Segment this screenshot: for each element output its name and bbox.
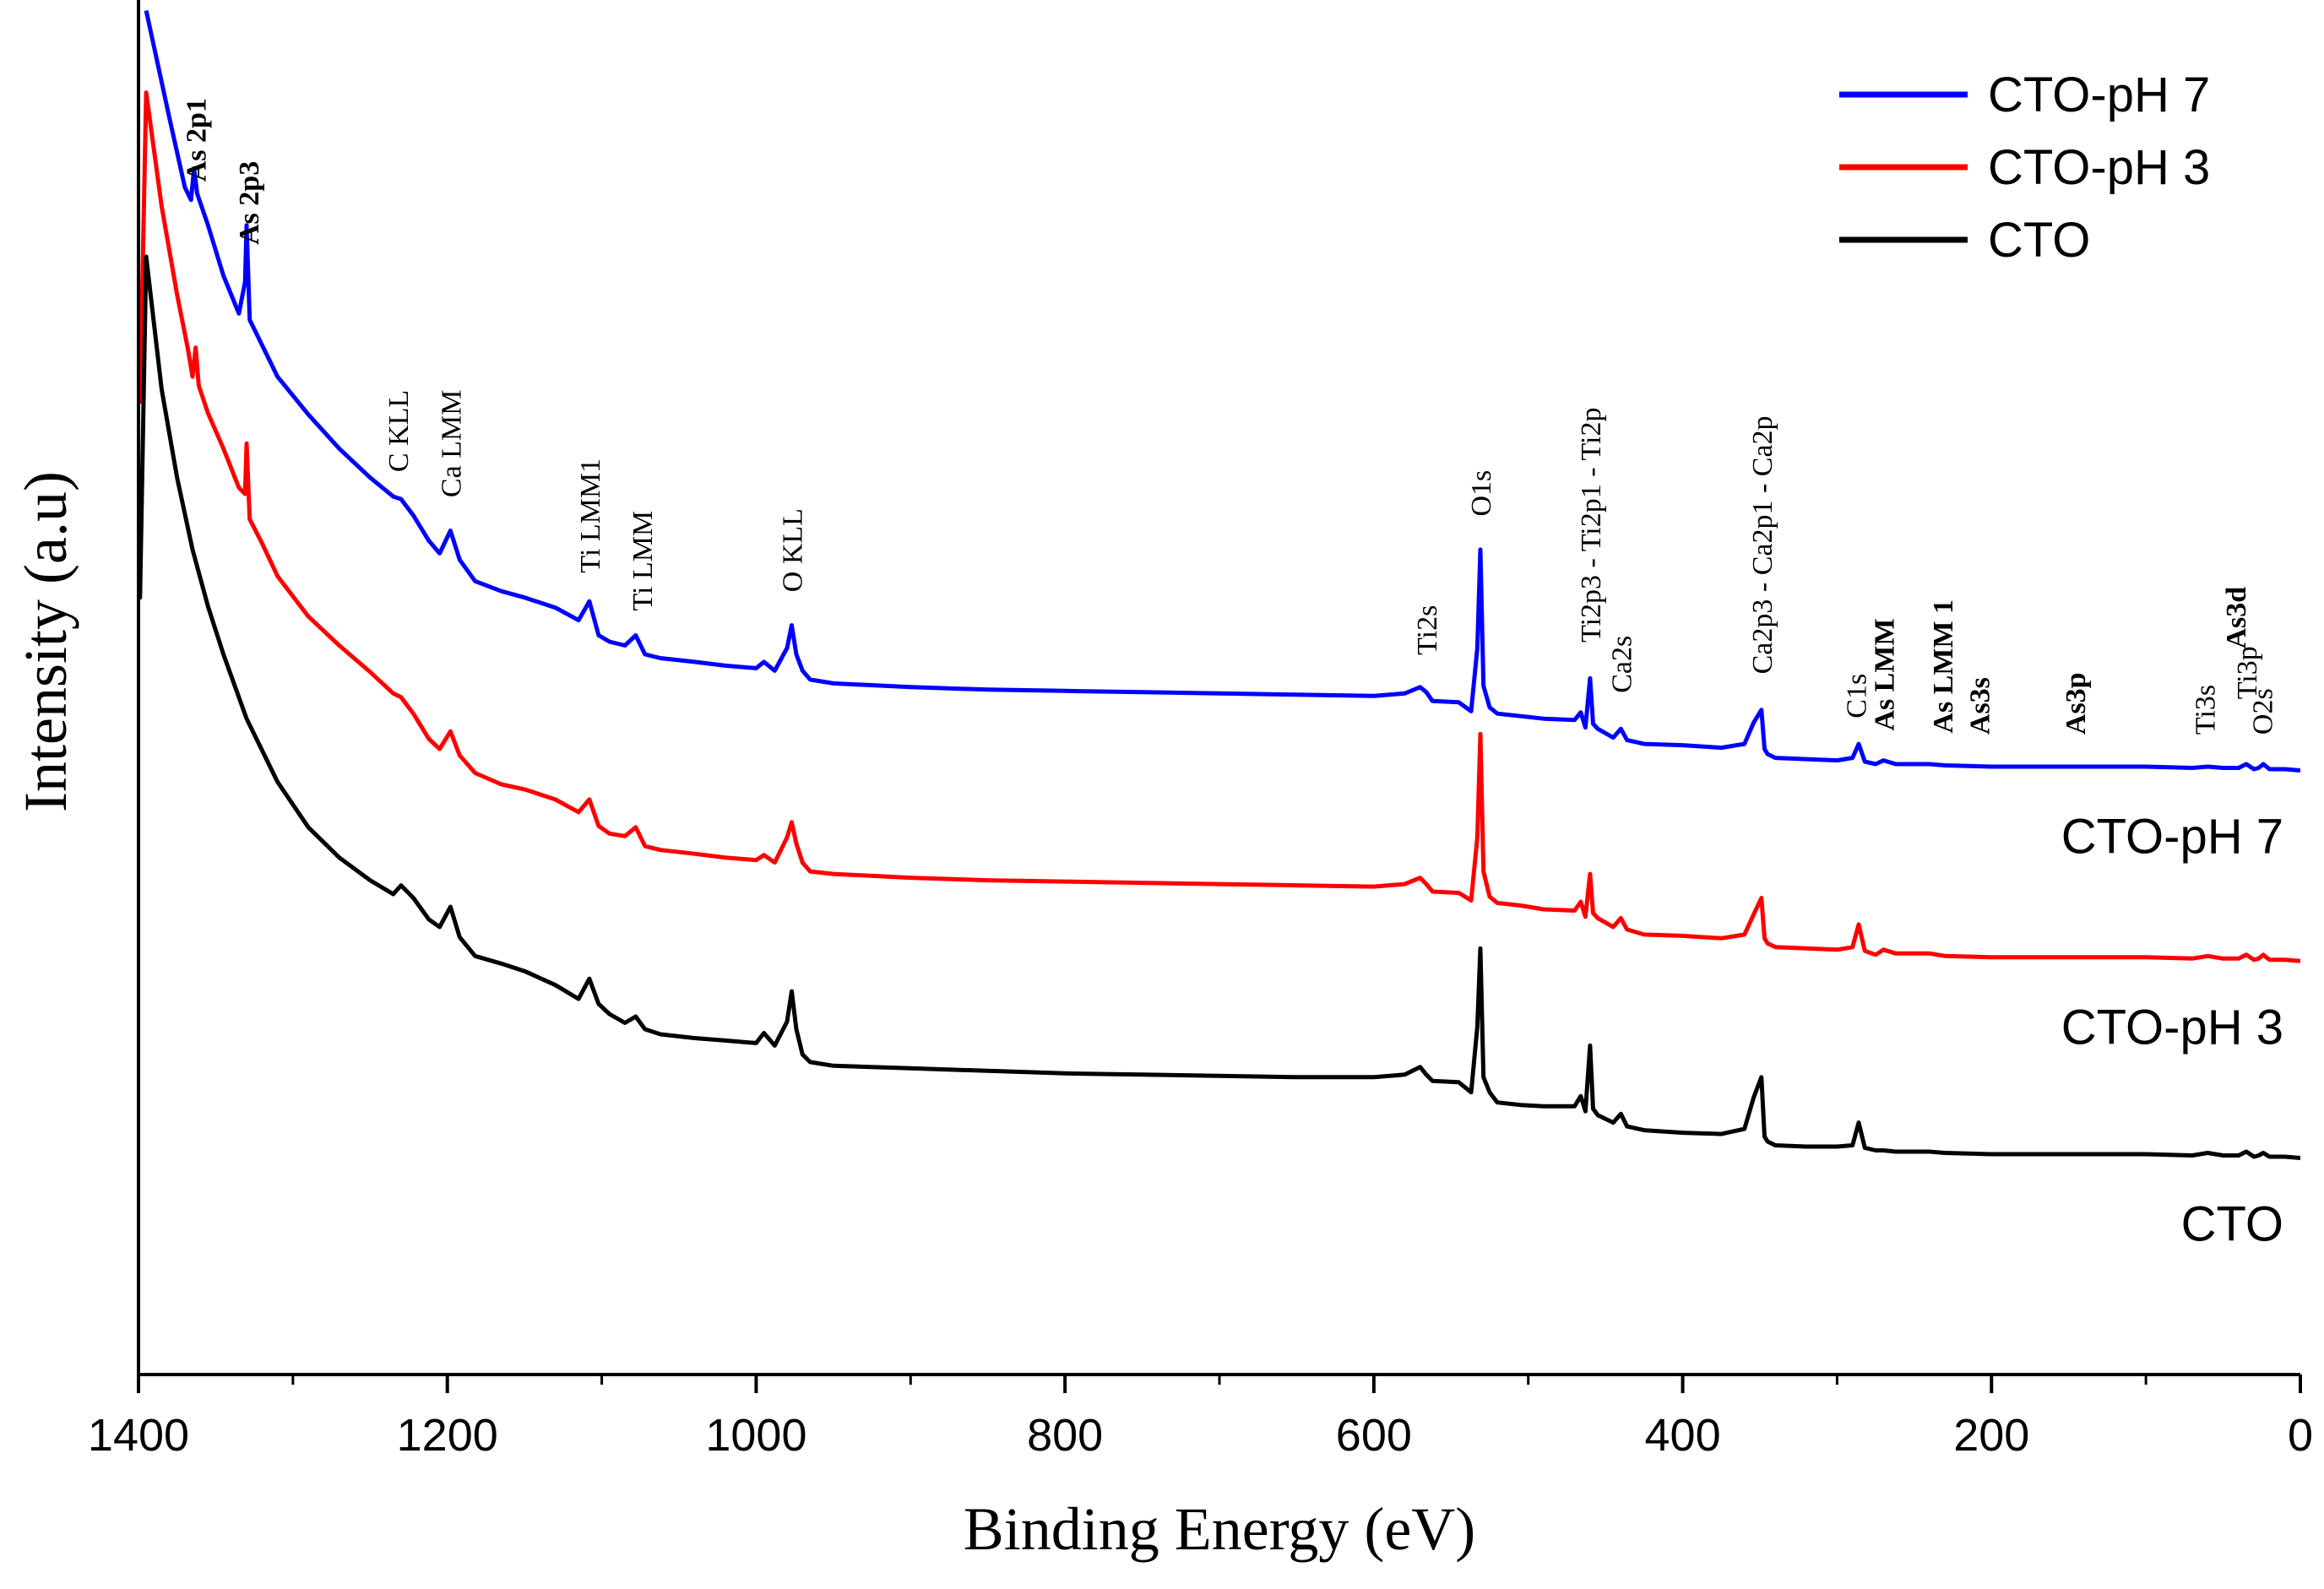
series-right-labels: CTO-pH 7 CTO-pH 3 CTO <box>2061 810 2283 1252</box>
x-tick-label: 1200 <box>397 1410 498 1461</box>
x-tick-label: 400 <box>1645 1410 1721 1461</box>
x-tick-label: 800 <box>1027 1410 1103 1461</box>
peak-label: Ti LMM1 <box>575 458 606 573</box>
x-tick-label: 600 <box>1336 1410 1412 1461</box>
peak-label: O1s <box>1466 470 1497 517</box>
peak-label: Ca LMM <box>436 390 467 498</box>
y-axis-title: Intensity (a.u) <box>12 471 79 812</box>
x-axis-title: Binding Energy (eV) <box>964 1495 1476 1563</box>
peak-label: O KLL <box>778 508 809 592</box>
peak-label: O2s <box>2247 688 2278 735</box>
axes: 1400 1200 1000 800 600 400 200 0 Binding Energy… <box>12 0 2313 1563</box>
peak-label: As3p <box>2061 672 2092 735</box>
peak-label: Ti2s <box>1412 605 1443 655</box>
peak-label: Ca2p3 - Ca2p1 - Ca2p <box>1747 415 1778 674</box>
peak-label: Ti3p <box>2232 646 2263 699</box>
series-line-cto-ph-7 <box>144 9 2300 773</box>
x-tick-label: 1000 <box>705 1410 806 1461</box>
x-tick-label: 0 <box>2288 1410 2313 1461</box>
peak-label: Ca2s <box>1606 636 1637 693</box>
legend-label: CTO <box>1988 213 2090 268</box>
series-line-cto-ph-3 <box>138 90 2300 963</box>
legend: CTO-pH 7 CTO-pH 3 CTO <box>1839 68 2210 268</box>
peak-annotation-layer: As 2p1 As 2p3 C KLL Ca LMM Ti LMM1 Ti LMM O KL… <box>182 98 2279 735</box>
peak-label: As 2p3 <box>234 161 265 245</box>
series-layer <box>138 9 2300 1160</box>
series-end-label: CTO <box>2181 1196 2283 1251</box>
peak-label: C KLL <box>383 390 415 472</box>
series-end-label: CTO-pH 7 <box>2061 810 2283 865</box>
peak-label: Ti LMM <box>627 511 659 611</box>
x-tick-label: 1400 <box>88 1410 189 1461</box>
peak-label: As LMM 1 <box>1928 599 1959 734</box>
peak-label: C1s <box>1841 674 1872 719</box>
peak-label: Ti3s <box>2191 685 2222 735</box>
peak-label: As 2p1 <box>182 98 213 182</box>
peak-label: Ti2p3 - Ti2p1 - Ti2p <box>1576 408 1607 643</box>
legend-label: CTO-pH 3 <box>1988 140 2210 195</box>
legend-label: CTO-pH 7 <box>1988 68 2210 122</box>
x-tick-label: 200 <box>1953 1410 2029 1461</box>
peak-label: As3d <box>2221 587 2252 649</box>
series-end-label: CTO-pH 3 <box>2061 1000 2283 1055</box>
peak-label: As3s <box>1965 677 1996 735</box>
peak-label: As LMM <box>1869 618 1900 730</box>
series-line-cto <box>138 254 2300 1160</box>
